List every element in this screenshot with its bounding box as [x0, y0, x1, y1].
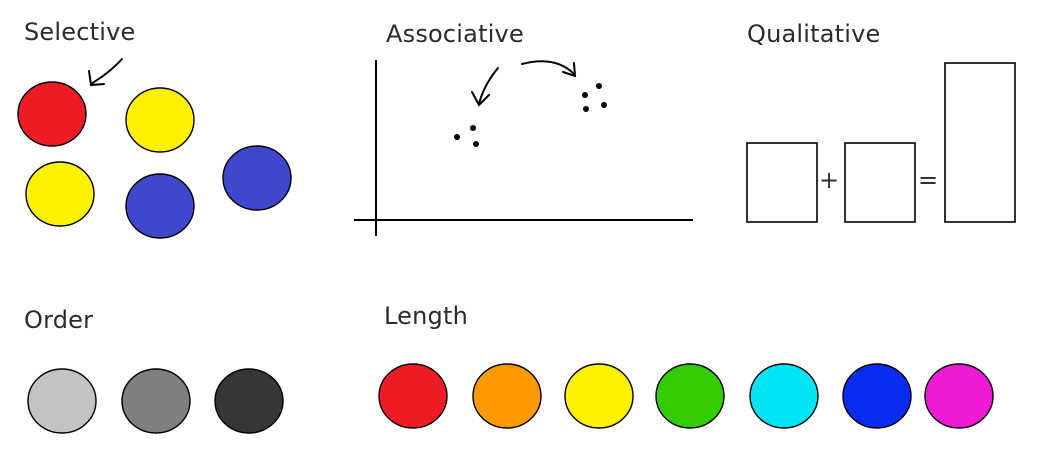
order-group — [27, 368, 284, 434]
selective-circle-yellow — [25, 161, 95, 227]
qualitative-box-tall — [944, 62, 1016, 223]
qualitative-group — [746, 62, 1016, 223]
selective-pointer-arrow — [90, 58, 123, 85]
equals-sign: = — [918, 166, 939, 194]
length-circle-orange — [472, 363, 542, 429]
associative-arrowhead-right — [562, 62, 577, 78]
qualitative-label: Qualitative — [747, 20, 881, 48]
associative-arrowhead-down — [471, 91, 490, 107]
plus-sign: + — [819, 166, 840, 194]
associative-arrow-down — [478, 67, 499, 105]
selective-group — [17, 58, 292, 239]
length-circle-green — [655, 363, 725, 429]
dot — [601, 102, 607, 108]
associative-label: Associative — [386, 20, 524, 48]
length-group — [378, 363, 994, 429]
selective-circle-yellow — [125, 87, 195, 153]
dot — [582, 92, 588, 98]
associative-group — [354, 60, 693, 236]
dot — [473, 141, 479, 147]
order-circle-gray — [121, 368, 191, 434]
selective-arrowhead — [88, 70, 105, 87]
length-circle-blue — [842, 363, 912, 429]
order-circle-light-gray — [27, 368, 97, 434]
order-circle-dark-gray — [214, 368, 284, 434]
qualitative-box-small — [746, 142, 818, 223]
selective-circle-blue — [125, 173, 195, 239]
length-circle-yellow — [564, 363, 634, 429]
dot — [583, 106, 589, 112]
length-circle-cyan — [749, 363, 819, 429]
order-label: Order — [24, 306, 94, 334]
length-label: Length — [384, 302, 468, 330]
dot — [454, 134, 460, 140]
dot — [470, 125, 476, 131]
selective-circle-blue — [222, 145, 292, 211]
selective-label: Selective — [24, 18, 136, 46]
selective-circle-red — [17, 81, 87, 147]
dot — [596, 83, 602, 89]
length-circle-magenta — [924, 363, 994, 429]
associative-arrow-right — [521, 60, 575, 75]
length-circle-red — [378, 363, 448, 429]
qualitative-box-small — [844, 142, 916, 223]
